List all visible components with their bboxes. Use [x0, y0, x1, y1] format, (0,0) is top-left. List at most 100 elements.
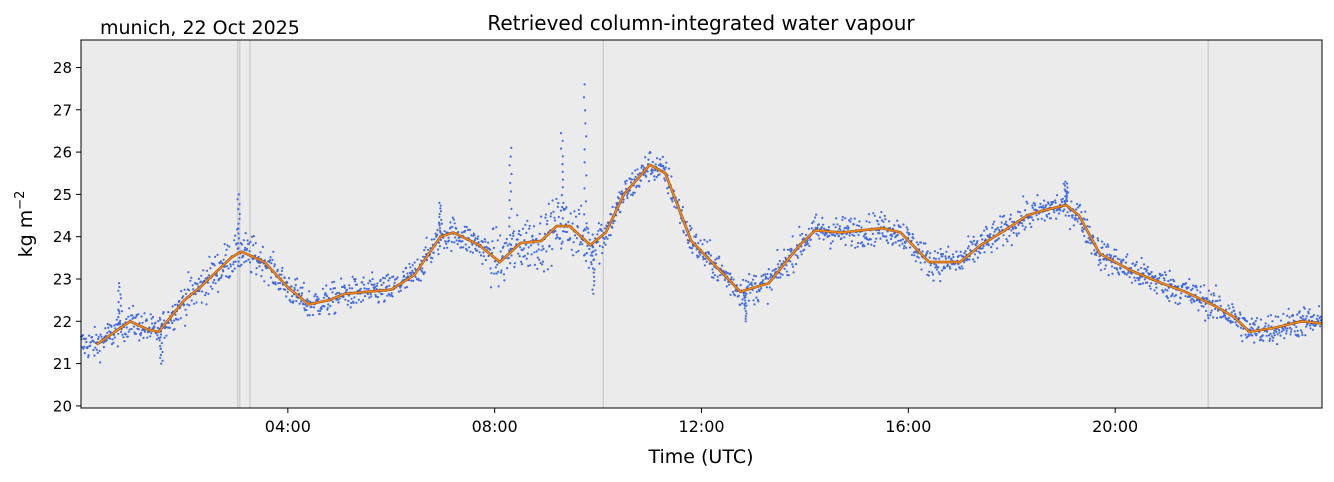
- data-point: [653, 178, 656, 181]
- data-point: [1002, 234, 1005, 237]
- data-point: [919, 261, 922, 264]
- data-point: [281, 266, 284, 269]
- data-point: [1305, 315, 1308, 318]
- data-point: [246, 239, 249, 242]
- data-point: [1286, 314, 1289, 317]
- data-point: [1195, 286, 1198, 289]
- data-point: [550, 264, 553, 267]
- data-point: [559, 222, 562, 225]
- data-point: [655, 176, 658, 179]
- data-point: [976, 240, 979, 243]
- data-point: [989, 233, 992, 236]
- data-point: [1262, 339, 1265, 342]
- data-point-spike: [438, 201, 441, 204]
- data-point: [691, 251, 694, 254]
- data-point: [920, 241, 923, 244]
- data-point: [678, 221, 682, 225]
- data-point: [528, 227, 531, 230]
- y-axis-label-unit: kg m: [15, 210, 37, 258]
- data-point: [116, 345, 119, 348]
- data-point: [367, 287, 370, 290]
- data-point: [215, 274, 219, 277]
- data-point: [531, 238, 535, 241]
- data-point: [533, 251, 536, 254]
- data-point: [856, 245, 859, 248]
- data-point-spike: [559, 132, 563, 135]
- data-point: [234, 234, 237, 237]
- data-point: [542, 247, 545, 250]
- data-point: [1304, 334, 1307, 337]
- data-point: [331, 300, 335, 303]
- data-point-spike: [158, 339, 161, 342]
- data-point: [1235, 323, 1238, 327]
- data-point-spike: [1065, 192, 1068, 195]
- data-point: [357, 298, 360, 301]
- data-point: [1246, 320, 1249, 323]
- data-point: [141, 321, 144, 324]
- data-point: [1119, 267, 1122, 270]
- data-point: [1106, 253, 1109, 256]
- data-point: [561, 240, 564, 243]
- data-point: [1070, 200, 1073, 203]
- data-point: [300, 294, 303, 297]
- data-point: [796, 256, 800, 259]
- data-point: [822, 238, 825, 241]
- data-point: [626, 192, 630, 195]
- data-point: [202, 269, 205, 272]
- data-point-spike: [437, 221, 441, 224]
- data-point: [565, 230, 569, 234]
- data-point: [183, 288, 186, 291]
- data-point: [323, 305, 326, 308]
- data-point: [1030, 216, 1033, 219]
- data-point: [505, 237, 508, 241]
- data-point-spike: [744, 299, 747, 302]
- data-point: [699, 239, 702, 242]
- data-point: [923, 261, 927, 264]
- data-point: [492, 246, 495, 249]
- data-point-spike: [236, 198, 239, 201]
- data-point: [897, 239, 900, 242]
- data-point: [538, 232, 541, 235]
- data-point: [451, 216, 454, 219]
- data-point: [236, 264, 240, 267]
- data-point: [237, 260, 240, 263]
- data-point: [843, 236, 846, 239]
- data-point: [545, 250, 548, 253]
- data-point: [127, 330, 130, 333]
- data-point: [1136, 277, 1139, 280]
- data-point: [184, 324, 187, 327]
- data-point: [886, 239, 889, 242]
- data-point: [139, 334, 142, 337]
- data-point: [1299, 329, 1303, 332]
- data-point: [663, 177, 666, 180]
- data-point: [424, 246, 427, 249]
- data-point: [260, 275, 263, 278]
- data-point-spike: [590, 263, 593, 266]
- data-point-spike: [559, 209, 563, 212]
- data-point-spike: [561, 155, 565, 158]
- data-point: [1107, 274, 1110, 277]
- data-point: [689, 228, 692, 231]
- data-point: [1115, 248, 1118, 251]
- data-point: [705, 260, 708, 263]
- data-point: [711, 268, 714, 271]
- data-point: [509, 247, 512, 250]
- data-point: [809, 238, 812, 241]
- data-point: [319, 309, 322, 313]
- data-point: [1189, 299, 1192, 302]
- data-point: [383, 299, 386, 302]
- data-point: [1063, 208, 1066, 211]
- data-point: [933, 262, 936, 266]
- data-point: [1015, 232, 1018, 235]
- data-point: [1218, 295, 1221, 298]
- data-point: [302, 281, 305, 284]
- data-point: [244, 232, 247, 235]
- data-point: [596, 240, 600, 243]
- data-point: [331, 291, 334, 294]
- data-point: [1100, 240, 1104, 243]
- data-point: [224, 265, 227, 268]
- data-point: [709, 239, 712, 242]
- data-point: [173, 328, 176, 331]
- data-point: [818, 237, 821, 240]
- data-point: [598, 262, 601, 265]
